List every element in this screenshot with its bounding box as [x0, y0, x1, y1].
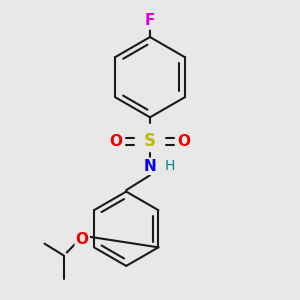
- Text: N: N: [144, 159, 156, 174]
- Text: O: O: [178, 134, 191, 148]
- Text: F: F: [145, 13, 155, 28]
- Text: S: S: [144, 132, 156, 150]
- Text: O: O: [109, 134, 122, 148]
- Text: O: O: [76, 232, 89, 247]
- Text: H: H: [164, 159, 175, 173]
